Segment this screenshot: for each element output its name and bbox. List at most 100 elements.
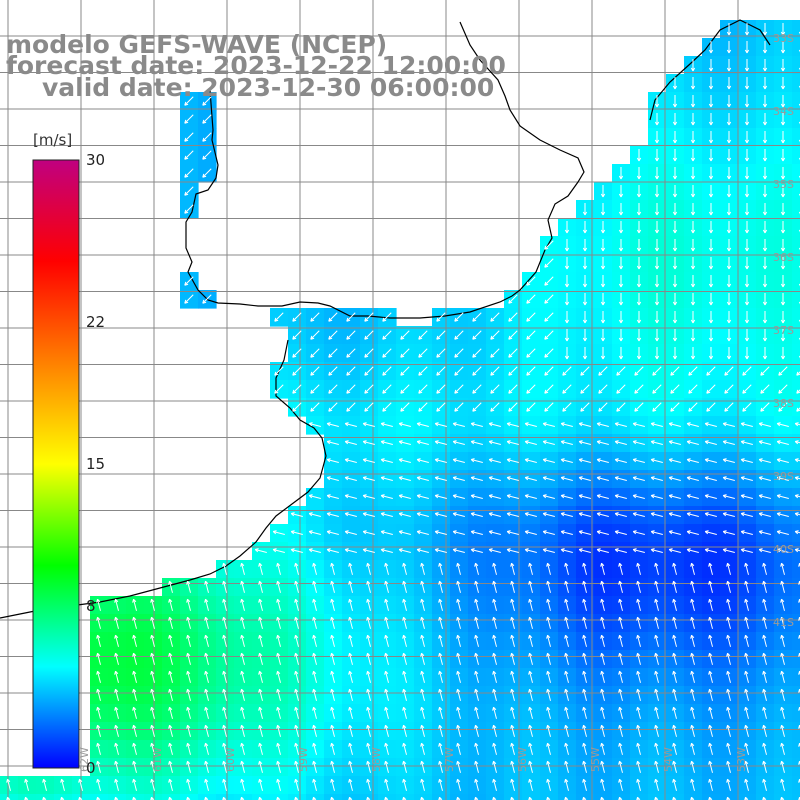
wind-arrow [254,548,267,553]
wind-arrow [670,366,680,376]
wind-arrow [398,440,411,445]
wind-arrow [760,366,770,376]
wind-arrow [274,312,284,322]
wind-arrow [672,185,678,198]
wind-arrow [780,329,786,342]
wind-cell [468,794,487,800]
wind-cell [792,596,800,615]
lon-label: 55W [589,747,602,772]
wind-arrow [292,312,302,322]
wind-arrow [636,347,642,360]
wind-arrow [632,494,645,499]
wind-arrow [614,530,627,535]
lon-label: 56W [516,747,529,772]
wind-arrow [616,366,626,376]
wind-arrow [618,167,624,180]
wind-arrow [690,185,696,198]
wind-arrow [582,239,588,252]
wind-arrow [544,294,554,304]
wind-arrow [364,330,374,340]
wind-arrow [582,275,588,288]
wind-cell [792,254,800,273]
wind-arrow [600,329,606,342]
wind-arrow [618,257,624,270]
wind-arrow [654,131,660,144]
wind-arrow [636,149,642,162]
wind-arrow [744,131,750,144]
wind-arrow [436,312,446,322]
wind-arrow [434,512,447,517]
wind-cell [792,164,800,183]
wind-arrow [690,131,696,144]
wind-arrow [704,512,717,517]
wind-arrow [762,347,768,360]
wind-arrow [582,293,588,306]
wind-cell [792,344,800,363]
wind-cell [792,182,800,201]
wind-arrow [744,293,750,306]
wind-arrow [526,312,536,322]
wind-arrow [708,149,714,162]
wind-arrow [762,95,768,108]
wind-arrow [690,149,696,162]
wind-arrow [506,422,519,427]
wind-arrow [328,312,338,322]
colorbar [32,159,80,769]
wind-arrow [310,384,320,394]
wind-cell [792,362,800,381]
lat-label: 41S [773,616,794,629]
wind-arrow [344,548,357,553]
lon-label: 53W [735,747,748,772]
wind-cell [792,38,800,57]
wind-arrow [416,494,429,499]
wind-arrow [564,257,570,270]
wind-cell [792,632,800,651]
wind-arrow [308,422,321,427]
wind-arrow [672,329,678,342]
wind-arrow [762,275,768,288]
wind-cell [702,794,721,800]
wind-arrow [596,530,609,535]
wind-arrow [202,150,212,160]
wind-arrow [776,494,789,499]
wind-arrow [744,167,750,180]
wind-arrow [686,422,699,427]
wind-arrow [618,185,624,198]
wind-cell [792,380,800,399]
wind-arrow [508,366,518,376]
wind-arrow [632,512,645,517]
wind-cell [792,272,800,291]
wind-arrows [6,23,800,800]
wind-arrow [436,384,446,394]
wind-arrow [740,422,753,427]
wind-arrow [398,458,411,463]
wind-arrow [636,275,642,288]
wind-cell [738,794,757,800]
valid-date: valid date: 2023-12-30 06:00:00 [42,73,495,102]
wind-arrow [600,257,606,270]
wind-arrow [310,348,320,358]
wind-arrow [794,512,800,517]
wind-arrow [416,440,429,445]
wind-cell [36,794,55,800]
wind-arrow [526,366,536,376]
wind-cell [54,794,73,800]
wind-arrow [704,494,717,499]
wind-arrow [762,149,768,162]
wind-arrow [470,512,483,517]
coastline-uruguay [185,21,585,319]
wind-cell [594,794,613,800]
wind-arrow [434,440,447,445]
wind-cell [792,452,800,471]
wind-cell [792,200,800,219]
wind-arrow [760,402,770,412]
wind-arrow [708,293,714,306]
wind-arrow [780,347,786,360]
wind-cell [198,794,217,800]
wind-arrow [618,203,624,216]
wind-arrow [704,530,717,535]
wind-arrow [292,402,302,412]
wind-arrow [758,440,771,445]
